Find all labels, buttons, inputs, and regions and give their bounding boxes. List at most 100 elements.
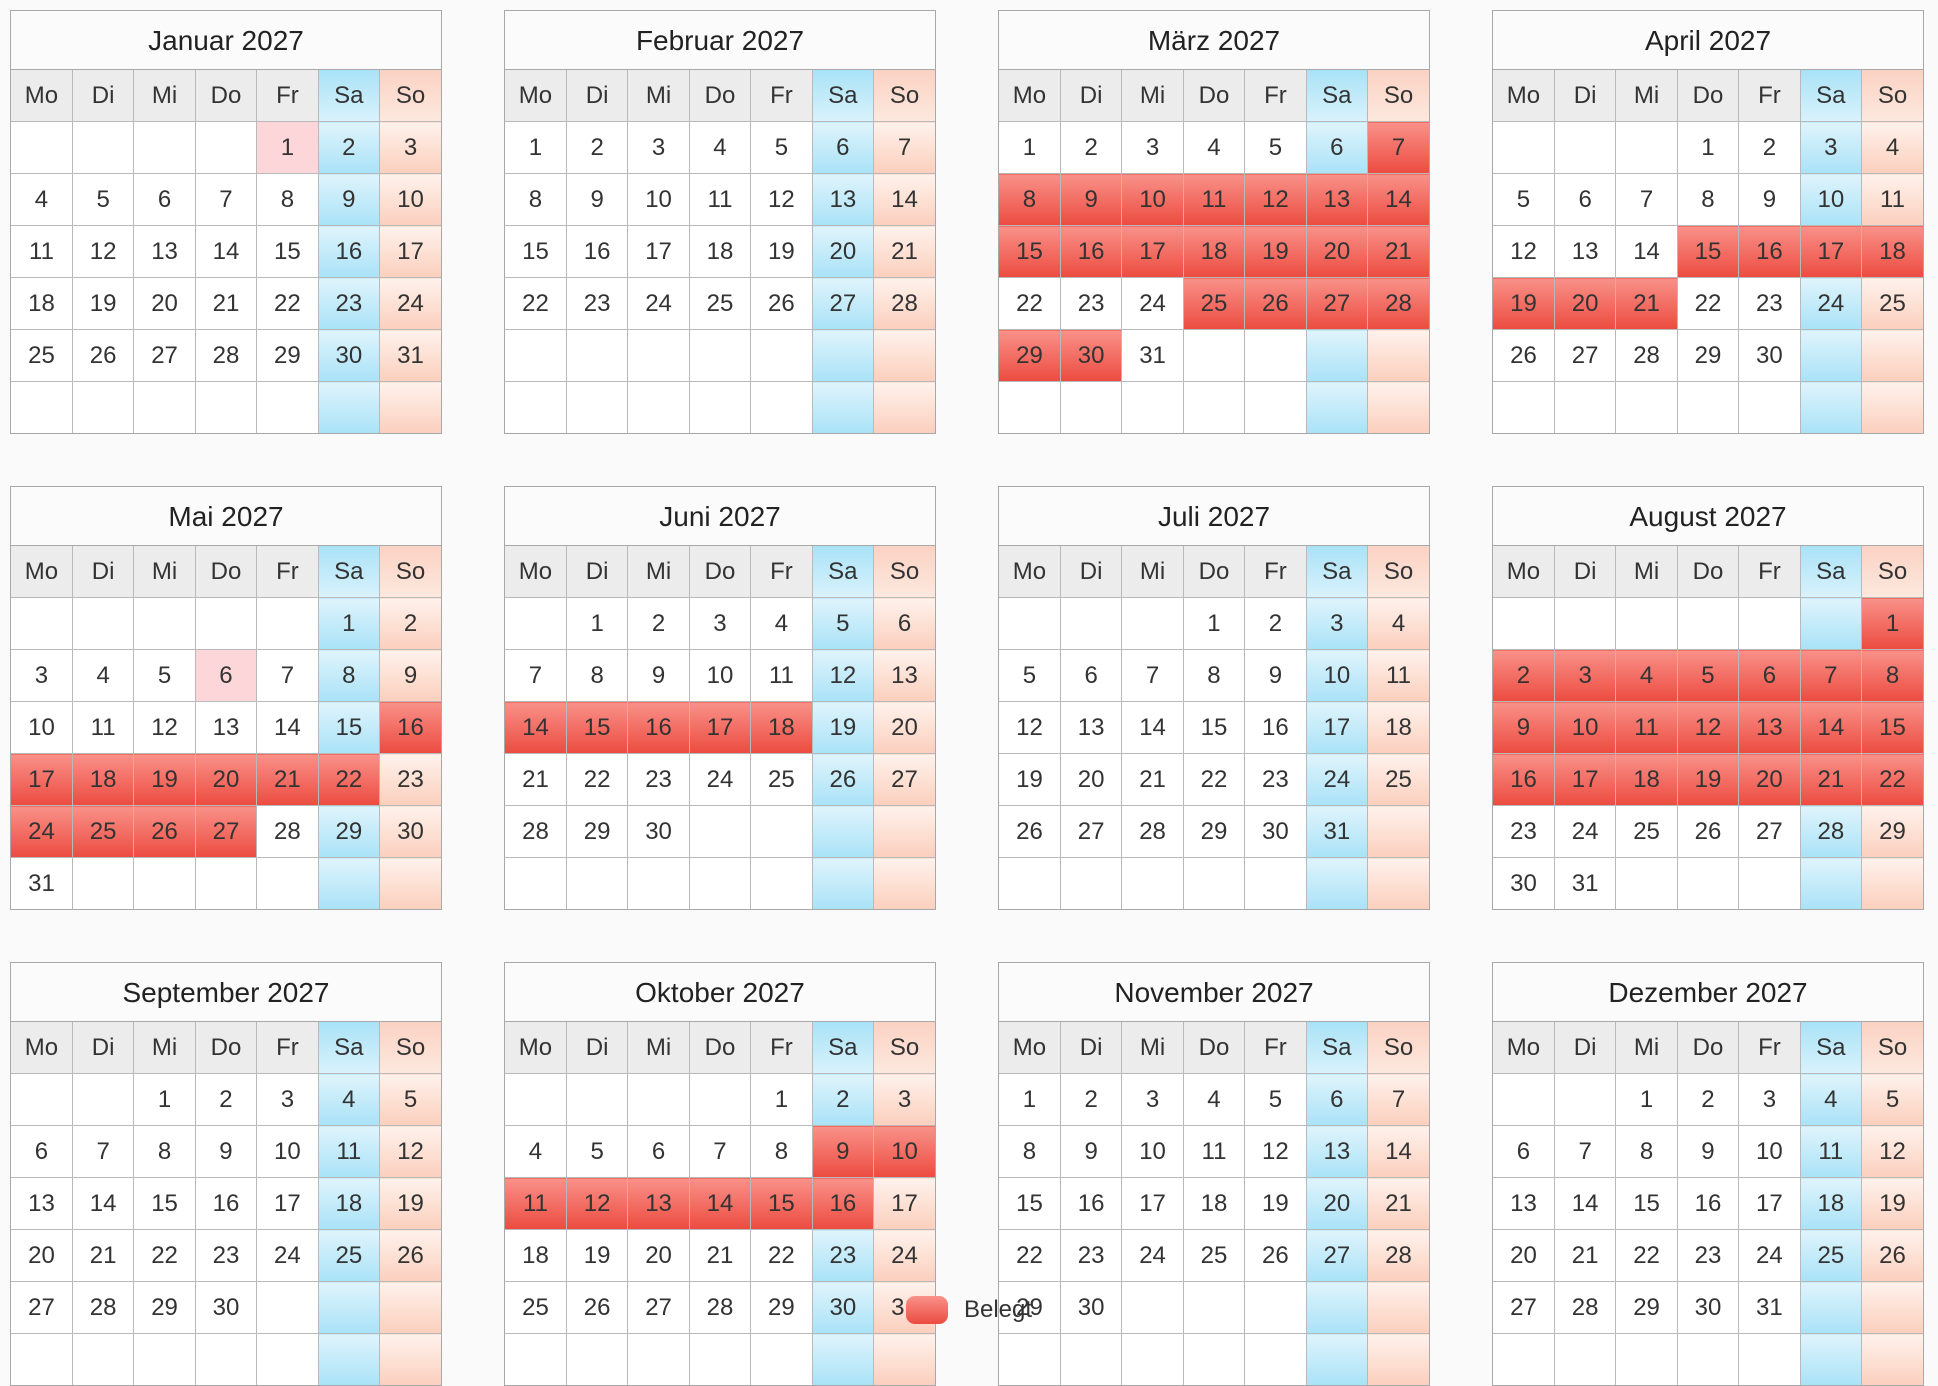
day-cell[interactable]: 25 (1800, 1229, 1863, 1282)
day-cell[interactable]: 15 (318, 701, 381, 754)
day-cell[interactable]: 30 (379, 805, 441, 858)
day-cell[interactable]: 9 (1244, 649, 1307, 702)
day-cell[interactable]: 26 (1244, 277, 1307, 330)
day-cell[interactable]: 29 (750, 1281, 813, 1334)
day-cell[interactable]: 13 (133, 225, 196, 278)
day-cell[interactable]: 20 (195, 753, 258, 806)
day-cell[interactable]: 7 (1367, 1073, 1429, 1126)
day-cell[interactable]: 31 (1554, 857, 1617, 909)
day-cell[interactable]: 10 (379, 173, 441, 226)
day-cell[interactable]: 13 (195, 701, 258, 754)
day-cell[interactable]: 20 (133, 277, 196, 330)
day-cell[interactable]: 8 (750, 1125, 813, 1178)
day-cell[interactable]: 28 (256, 805, 319, 858)
day-cell[interactable]: 2 (566, 121, 629, 174)
day-cell[interactable]: 14 (1367, 173, 1429, 226)
day-cell[interactable]: 13 (1306, 1125, 1369, 1178)
day-cell[interactable]: 25 (1183, 277, 1246, 330)
day-cell[interactable]: 4 (72, 649, 135, 702)
day-cell[interactable]: 20 (1060, 753, 1123, 806)
day-cell[interactable]: 19 (72, 277, 135, 330)
day-cell[interactable]: 14 (1615, 225, 1678, 278)
day-cell[interactable]: 12 (1861, 1125, 1923, 1178)
day-cell[interactable]: 19 (1244, 225, 1307, 278)
day-cell[interactable]: 15 (750, 1177, 813, 1230)
day-cell[interactable]: 17 (627, 225, 690, 278)
day-cell[interactable]: 30 (1060, 1281, 1123, 1334)
day-cell[interactable]: 18 (1861, 225, 1923, 278)
day-cell[interactable]: 23 (1060, 277, 1123, 330)
day-cell[interactable]: 2 (318, 121, 381, 174)
day-cell[interactable]: 30 (1677, 1281, 1740, 1334)
day-cell[interactable]: 4 (1615, 649, 1678, 702)
day-cell[interactable]: 27 (627, 1281, 690, 1334)
day-cell[interactable]: 13 (1493, 1177, 1555, 1230)
day-cell[interactable]: 13 (1060, 701, 1123, 754)
day-cell[interactable]: 3 (1554, 649, 1617, 702)
day-cell[interactable]: 23 (1060, 1229, 1123, 1282)
day-cell[interactable]: 25 (72, 805, 135, 858)
day-cell[interactable]: 9 (566, 173, 629, 226)
day-cell[interactable]: 23 (1738, 277, 1801, 330)
day-cell[interactable]: 25 (318, 1229, 381, 1282)
day-cell[interactable]: 25 (505, 1281, 567, 1334)
day-cell[interactable]: 14 (1800, 701, 1863, 754)
day-cell[interactable]: 9 (195, 1125, 258, 1178)
day-cell[interactable]: 19 (1493, 277, 1555, 330)
day-cell[interactable]: 5 (1493, 173, 1555, 226)
day-cell[interactable]: 30 (812, 1281, 875, 1334)
day-cell[interactable]: 22 (1615, 1229, 1678, 1282)
day-cell[interactable]: 5 (1861, 1073, 1923, 1126)
day-cell[interactable]: 2 (195, 1073, 258, 1126)
day-cell[interactable]: 9 (812, 1125, 875, 1178)
day-cell[interactable]: 27 (1554, 329, 1617, 382)
day-cell[interactable]: 20 (1306, 1177, 1369, 1230)
day-cell[interactable]: 16 (379, 701, 441, 754)
day-cell[interactable]: 21 (1121, 753, 1184, 806)
day-cell[interactable]: 4 (1183, 121, 1246, 174)
day-cell[interactable]: 22 (999, 277, 1061, 330)
day-cell[interactable]: 30 (1060, 329, 1123, 382)
day-cell[interactable]: 7 (1367, 121, 1429, 174)
day-cell[interactable]: 8 (999, 1125, 1061, 1178)
day-cell[interactable]: 29 (999, 1281, 1061, 1334)
day-cell[interactable]: 30 (318, 329, 381, 382)
day-cell[interactable]: 3 (627, 121, 690, 174)
day-cell[interactable]: 17 (1121, 1177, 1184, 1230)
day-cell[interactable]: 28 (873, 277, 935, 330)
day-cell[interactable]: 19 (999, 753, 1061, 806)
day-cell[interactable]: 13 (1554, 225, 1617, 278)
day-cell[interactable]: 16 (195, 1177, 258, 1230)
day-cell[interactable]: 5 (1244, 121, 1307, 174)
day-cell[interactable]: 21 (1615, 277, 1678, 330)
day-cell[interactable]: 17 (379, 225, 441, 278)
day-cell[interactable]: 12 (750, 173, 813, 226)
day-cell[interactable]: 27 (133, 329, 196, 382)
day-cell[interactable]: 15 (566, 701, 629, 754)
day-cell[interactable]: 10 (1121, 173, 1184, 226)
day-cell[interactable]: 13 (812, 173, 875, 226)
day-cell[interactable]: 13 (1306, 173, 1369, 226)
day-cell[interactable]: 8 (1677, 173, 1740, 226)
day-cell[interactable]: 20 (1554, 277, 1617, 330)
day-cell[interactable]: 1 (318, 597, 381, 650)
day-cell[interactable]: 5 (1244, 1073, 1307, 1126)
day-cell[interactable]: 21 (873, 225, 935, 278)
day-cell[interactable]: 31 (11, 857, 73, 909)
day-cell[interactable]: 21 (505, 753, 567, 806)
day-cell[interactable]: 31 (379, 329, 441, 382)
day-cell[interactable]: 17 (873, 1177, 935, 1230)
day-cell[interactable]: 16 (318, 225, 381, 278)
day-cell[interactable]: 19 (379, 1177, 441, 1230)
day-cell[interactable]: 17 (1800, 225, 1863, 278)
day-cell[interactable]: 10 (1306, 649, 1369, 702)
day-cell[interactable]: 20 (1306, 225, 1369, 278)
day-cell[interactable]: 21 (1367, 225, 1429, 278)
day-cell[interactable]: 4 (1861, 121, 1923, 174)
day-cell[interactable]: 24 (689, 753, 752, 806)
day-cell[interactable]: 11 (505, 1177, 567, 1230)
day-cell[interactable]: 18 (505, 1229, 567, 1282)
day-cell[interactable]: 21 (689, 1229, 752, 1282)
day-cell[interactable]: 1 (750, 1073, 813, 1126)
day-cell[interactable]: 8 (1183, 649, 1246, 702)
